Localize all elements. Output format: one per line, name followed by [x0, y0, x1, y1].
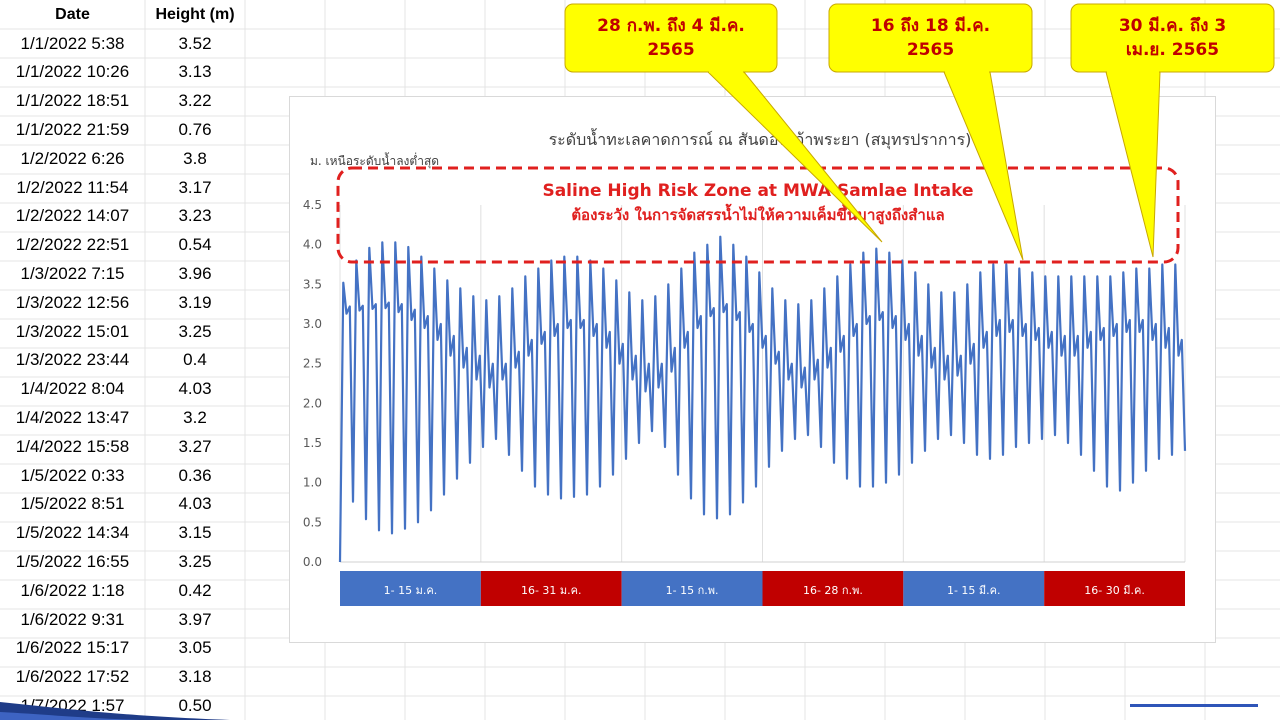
period-bar-segment [1044, 571, 1185, 606]
callout-line-1: 28 ก.พ. ถึง 4 มี.ค. [597, 16, 745, 36]
cell-date[interactable]: 1/6/2022 1:18 [20, 580, 125, 600]
cell-height[interactable]: 4.03 [178, 494, 212, 514]
cell-date[interactable]: 1/3/2022 23:44 [15, 350, 130, 370]
cell-date[interactable]: 1/5/2022 8:51 [20, 494, 125, 514]
callout-pointer [1105, 71, 1161, 258]
callout-label: 30 มี.ค. ถึง 3 เม.ย. 2565 [1071, 14, 1274, 62]
cell-date[interactable]: 1/2/2022 22:51 [15, 235, 130, 255]
callout-label: 28 ก.พ. ถึง 4 มี.ค. 2565 [565, 14, 777, 62]
y-tick-label: 3.5 [303, 277, 322, 291]
y-tick-label: 0.5 [303, 515, 322, 529]
y-tick-label: 4.5 [303, 198, 322, 212]
callout-box [564, 3, 778, 73]
cell-date[interactable]: 1/6/2022 15:17 [15, 638, 130, 658]
tide-series-line [338, 235, 1187, 563]
cell-height[interactable]: 0.54 [178, 235, 212, 255]
period-label: 16- 31 ม.ค. [521, 584, 582, 597]
cell-date[interactable]: 1/6/2022 9:31 [20, 609, 125, 629]
cell-height[interactable]: 3.19 [178, 292, 212, 312]
period-label: 1- 15 มี.ค. [947, 584, 1001, 597]
cell-date[interactable]: 1/3/2022 12:56 [15, 292, 130, 312]
cell-date[interactable]: 1/3/2022 15:01 [15, 321, 130, 341]
cell-height[interactable]: 3.13 [178, 62, 212, 82]
callout-seam [1107, 70, 1159, 73]
cell-date[interactable]: 1/5/2022 16:55 [15, 551, 130, 571]
period-label: 1- 15 ม.ค. [384, 584, 438, 597]
cell-date[interactable]: 1/2/2022 6:26 [20, 148, 125, 168]
cell-date[interactable]: 1/4/2022 15:58 [15, 436, 130, 456]
cell-height[interactable]: 4.03 [178, 379, 212, 399]
cell-date[interactable]: 1/6/2022 17:52 [15, 667, 130, 687]
period-bar-segment [340, 571, 481, 606]
cell-date[interactable]: 1/1/2022 10:26 [15, 62, 130, 82]
cell-height[interactable]: 3.05 [178, 638, 212, 658]
period-bar-segment [480, 571, 622, 606]
zone-title: Saline High Risk Zone at MWA Samlae Inta… [542, 181, 973, 201]
cell-height[interactable]: 3.52 [178, 33, 212, 53]
chart-panel[interactable]: ระดับน้ำทะเลคาดการณ์ ณ สันดอนเจ้าพระยา (… [289, 96, 1216, 643]
y-tick-label: 3.0 [303, 317, 322, 331]
cell-height[interactable]: 0.76 [178, 119, 212, 139]
cell-height[interactable]: 3.97 [178, 609, 212, 629]
callout-box [828, 3, 1033, 73]
callout-pointer [943, 71, 1024, 261]
cell-height[interactable]: 3.25 [178, 551, 212, 571]
cell-height[interactable]: 0.50 [178, 695, 212, 715]
y-tick-label: 1.0 [303, 476, 322, 490]
cell-height[interactable]: 3.18 [178, 667, 212, 687]
y-tick-label: 1.5 [303, 436, 322, 450]
callout-line-1: 16 ถึง 18 มี.ค. [870, 16, 991, 36]
header-date[interactable]: Date [55, 5, 90, 23]
callout-seam [709, 70, 743, 73]
footer-decoration [0, 702, 1258, 720]
callout-line-2: เม.ย. 2565 [1125, 40, 1220, 60]
cell-height[interactable]: 3.17 [178, 177, 212, 197]
cell-date[interactable]: 1/1/2022 21:59 [15, 119, 130, 139]
cell-height[interactable]: 3.23 [178, 206, 212, 226]
callout-box [1070, 3, 1275, 73]
cell-height[interactable]: 0.4 [183, 350, 207, 370]
period-bar-segment [621, 571, 763, 606]
tide-chart: ระดับน้ำทะเลคาดการณ์ ณ สันดอนเจ้าพระยา (… [303, 128, 1187, 606]
cell-height[interactable]: 0.42 [178, 580, 212, 600]
period-label: 16- 30 มี.ค. [1084, 584, 1145, 597]
cell-date[interactable]: 1/4/2022 13:47 [15, 407, 130, 427]
callout-line-1: 30 มี.ค. ถึง 3 [1118, 16, 1227, 36]
y-tick-label: 4.0 [303, 238, 322, 252]
cell-height[interactable]: 3.27 [178, 436, 212, 456]
cell-date[interactable]: 1/1/2022 18:51 [15, 91, 130, 111]
cell-date[interactable]: 1/4/2022 8:04 [20, 379, 125, 399]
cell-date[interactable]: 1/5/2022 14:34 [15, 523, 130, 543]
y-tick-label: 0.0 [303, 555, 322, 569]
cell-date[interactable]: 1/1/2022 5:38 [20, 33, 125, 53]
cell-height[interactable]: 3.2 [183, 407, 207, 427]
cell-height[interactable]: 3.15 [178, 523, 212, 543]
cell-date[interactable]: 1/2/2022 11:54 [16, 177, 129, 197]
y-tick-label: 2.0 [303, 396, 322, 410]
callout-seam [945, 70, 989, 73]
cell-date[interactable]: 1/5/2022 0:33 [20, 465, 125, 485]
chart-title: ระดับน้ำทะเลคาดการณ์ ณ สันดอนเจ้าพระยา (… [549, 128, 972, 150]
y-axis-label: ม. เหนือระดับน้ำลงต่ำสุด [310, 152, 439, 169]
period-label: 1- 15 ก.พ. [666, 584, 719, 597]
cell-height[interactable]: 3.8 [183, 148, 207, 168]
cell-date[interactable]: 1/3/2022 7:15 [20, 263, 125, 283]
saline-risk-zone [336, 166, 1180, 264]
period-bar-segment [762, 571, 904, 606]
cell-height[interactable]: 3.22 [178, 91, 212, 111]
cell-date[interactable]: 1/2/2022 14:07 [15, 206, 130, 226]
cell-height[interactable]: 0.36 [178, 465, 212, 485]
period-label: 16- 28 ก.พ. [803, 584, 863, 597]
zone-subtitle: ต้องระวัง ในการจัดสรรน้ำไม่ให้ความเค็มขึ… [571, 203, 944, 225]
header-height[interactable]: Height (m) [155, 5, 235, 23]
cell-height[interactable]: 3.25 [178, 321, 212, 341]
callout-label: 16 ถึง 18 มี.ค. 2565 [829, 14, 1032, 62]
period-bar-segment [903, 571, 1045, 606]
y-tick-label: 2.5 [303, 357, 322, 371]
callout-line-2: 2565 [906, 40, 955, 60]
callout-line-2: 2565 [647, 40, 695, 60]
cell-height[interactable]: 3.96 [178, 263, 212, 283]
